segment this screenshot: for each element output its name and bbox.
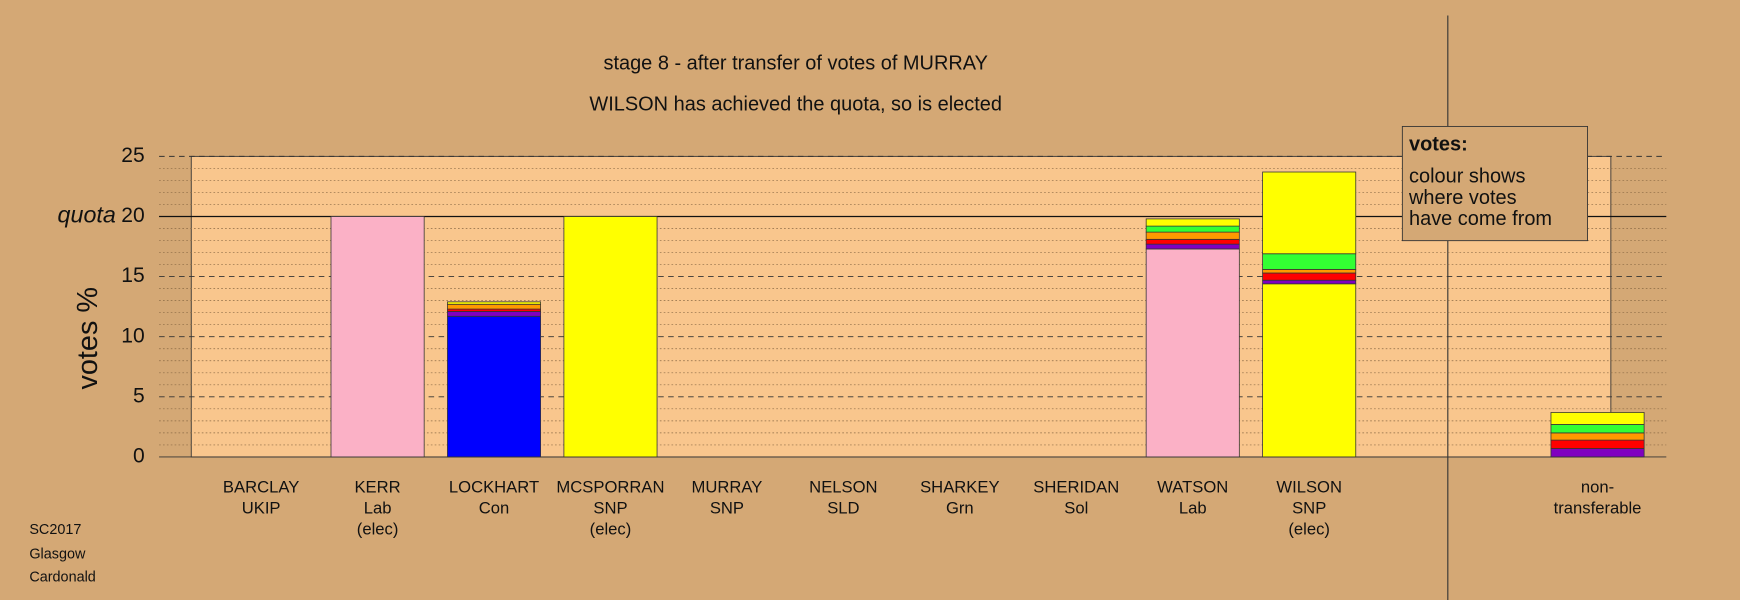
bar-segment [1262, 171, 1357, 255]
x-tick-label: MURRAY [692, 477, 763, 496]
bar-segment [330, 216, 425, 458]
plot-panel [190, 155, 1612, 458]
x-tick-label: non- [1581, 477, 1614, 496]
bar-segment [1145, 231, 1240, 240]
x-tick-label: SHARKEY [920, 477, 999, 496]
bar-segment [447, 301, 541, 305]
bar-segment [1550, 412, 1645, 425]
x-tick-label: Lab [364, 498, 392, 517]
bar-segment [1145, 225, 1240, 233]
x-tick-label: (elec) [1288, 520, 1330, 539]
y-axis-label: votes % [72, 287, 104, 390]
bar-segment [1262, 253, 1357, 270]
x-tick-label: (elec) [590, 520, 632, 539]
annotation-frame [1401, 125, 1589, 242]
bar-segment [563, 216, 658, 458]
chart-subtitle: WILSON has achieved the quota, so is ele… [589, 94, 1002, 116]
y-tick-label: 25 [121, 144, 144, 167]
x-tick-label: SHERIDAN [1033, 477, 1119, 496]
bar-segment [1550, 424, 1645, 434]
x-tick-label: (elec) [357, 520, 399, 539]
annotation-line: have come from [1409, 208, 1552, 230]
bar-segment [1262, 268, 1357, 274]
bar-segment [1145, 243, 1240, 250]
bar-segment [1262, 279, 1357, 285]
x-tick-label: KERR [354, 477, 400, 496]
x-tick-label: WILSON [1276, 477, 1342, 496]
bar-segment [1145, 248, 1240, 458]
footer-text: SC2017 [29, 522, 81, 538]
y-tick-label: 20 [121, 204, 144, 227]
bar-segment [447, 303, 541, 310]
x-tick-label: BARCLAY [223, 477, 299, 496]
bar-segment [447, 315, 541, 458]
x-tick-label: Grn [946, 498, 974, 517]
x-tick-label: NELSON [809, 477, 877, 496]
bar-segment [1262, 283, 1357, 458]
x-tick-label: SNP [710, 498, 744, 517]
x-tick-label: Con [479, 498, 509, 517]
annotation-box: votes: colour shows where votes have com… [1401, 125, 1589, 242]
bar-segment [1145, 218, 1240, 227]
x-tick-label: SLD [827, 498, 859, 517]
y-tick-label: 10 [121, 324, 144, 347]
bar-segment [1550, 448, 1645, 458]
x-tick-label: UKIP [242, 498, 281, 517]
annotation-line: where votes [1408, 187, 1517, 209]
footer-text: Glasgow [29, 546, 86, 562]
x-tick-label: Lab [1179, 498, 1207, 517]
bar-segment [1550, 432, 1645, 441]
x-tick-label: MCSPORRAN [556, 477, 664, 496]
footer-text: Cardonald [29, 570, 95, 586]
quota-label: quota [58, 202, 116, 228]
y-tick-label: 5 [133, 384, 145, 407]
x-tick-label: transferable [1554, 498, 1642, 517]
x-tick-label: SNP [593, 498, 627, 517]
bar-segment [447, 311, 541, 317]
y-tick-label: 0 [133, 444, 145, 467]
x-tick-label: SNP [1292, 498, 1326, 517]
chart-title: stage 8 - after transfer of votes of MUR… [603, 53, 987, 75]
x-tick-label: LOCKHART [449, 477, 539, 496]
x-tick-label: Sol [1064, 498, 1088, 517]
annotation-line: colour shows [1409, 166, 1525, 188]
bar-segment [1262, 272, 1357, 281]
annotation-heading: votes: [1409, 134, 1468, 156]
bar-segment [1145, 238, 1240, 245]
x-tick-label: WATSON [1157, 477, 1228, 496]
bar-segment [1550, 439, 1645, 449]
y-tick-label: 15 [121, 264, 144, 287]
